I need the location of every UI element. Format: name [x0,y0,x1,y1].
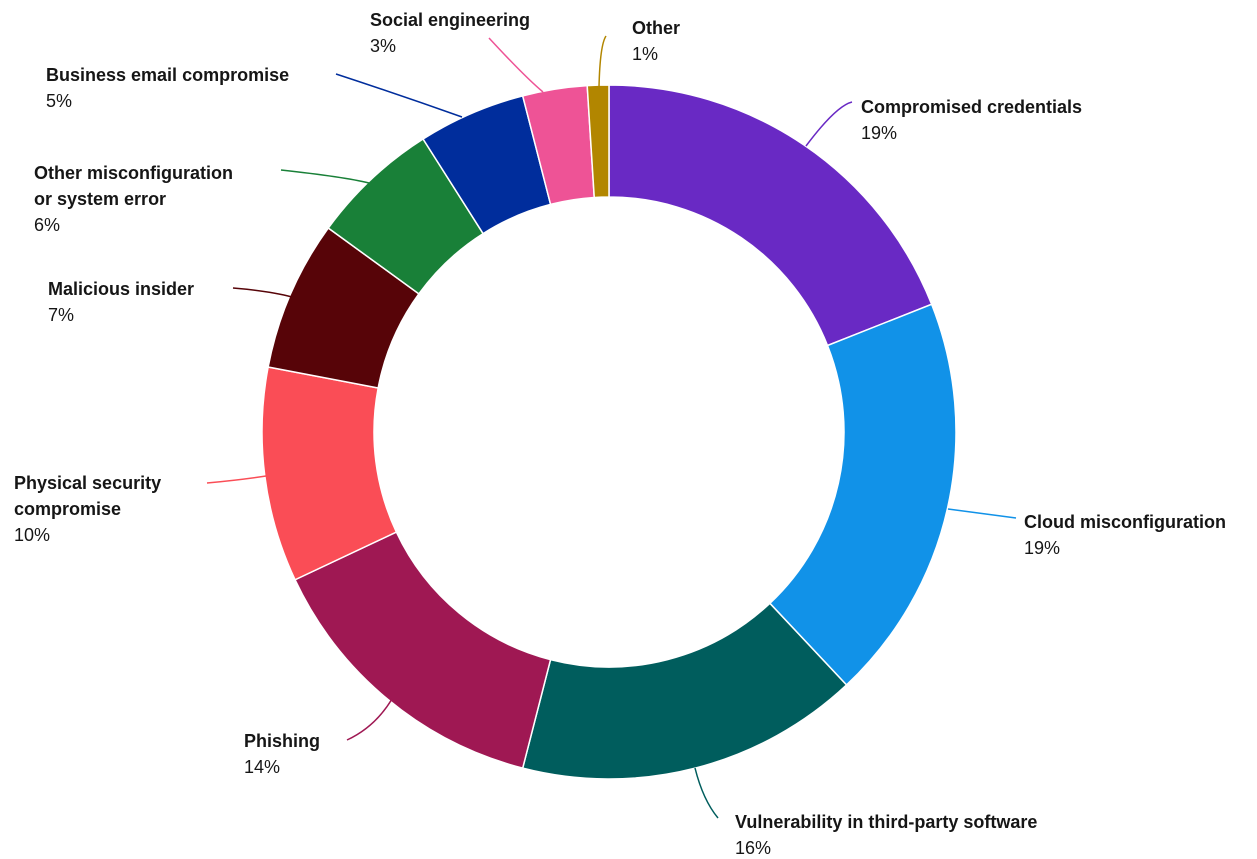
label-other-misconfiguration-or-system-error: Other misconfiguration or system error 6% [34,163,233,235]
label-business-email-compromise: Business email compromise 5% [46,65,289,111]
leader-line-vulnerability-in-third-party-software [694,767,719,819]
slice-value: 5% [46,91,72,111]
slice-value: 3% [370,36,396,56]
slice-value: 19% [861,123,897,143]
slice-name: Business email compromise [46,65,289,85]
leader-line-phishing [346,698,393,741]
slice-value: 10% [14,525,50,545]
label-phishing: Phishing 14% [244,731,320,777]
slice-name: Malicious insider [48,279,194,299]
leader-line-social-engineering [488,37,544,93]
slice-name: Social engineering [370,10,530,30]
label-compromised-credentials: Compromised credentials 19% [861,97,1082,143]
label-physical-security-compromise: Physical security compromise 10% [14,473,161,545]
label-malicious-insider: Malicious insider 7% [48,279,194,325]
slice-name: Other misconfiguration [34,163,233,183]
slice-phishing [294,531,552,770]
leader-line-other-misconfiguration-or-system-error [280,169,370,184]
label-other: Other 1% [632,18,680,64]
slices-group [261,84,957,780]
slice-name: Physical security [14,473,161,493]
leader-line-compromised-credentials [805,101,853,147]
slice-value: 1% [632,44,658,64]
slice-name: Cloud misconfiguration [1024,512,1226,532]
slice-name: Other [632,18,680,38]
slice-compromised-credentials [608,84,933,347]
slice-value: 7% [48,305,74,325]
slice-name: or system error [34,189,166,209]
leader-line-physical-security-compromise [206,475,267,484]
label-cloud-misconfiguration: Cloud misconfiguration 19% [1024,512,1226,558]
leader-line-cloud-misconfiguration [947,508,1017,519]
slice-cloud-misconfiguration [768,303,957,687]
labels-group: Compromised credentials 19%Cloud misconfi… [14,10,1226,858]
slice-value: 14% [244,757,280,777]
leader-line-other [598,35,607,88]
slice-value: 16% [735,838,771,858]
label-social-engineering: Social engineering 3% [370,10,530,56]
leader-line-business-email-compromise [335,73,463,118]
label-vulnerability-in-third-party-software: Vulnerability in third-party software 16% [735,812,1037,858]
slice-name: Vulnerability in third-party software [735,812,1037,832]
slice-value: 6% [34,215,60,235]
leader-line-malicious-insider [232,287,293,298]
slice-name: Phishing [244,731,320,751]
slice-name: Compromised credentials [861,97,1082,117]
leader-lines-group [206,35,1017,819]
slice-name: compromise [14,499,121,519]
slice-other [586,84,610,199]
slice-value: 19% [1024,538,1060,558]
